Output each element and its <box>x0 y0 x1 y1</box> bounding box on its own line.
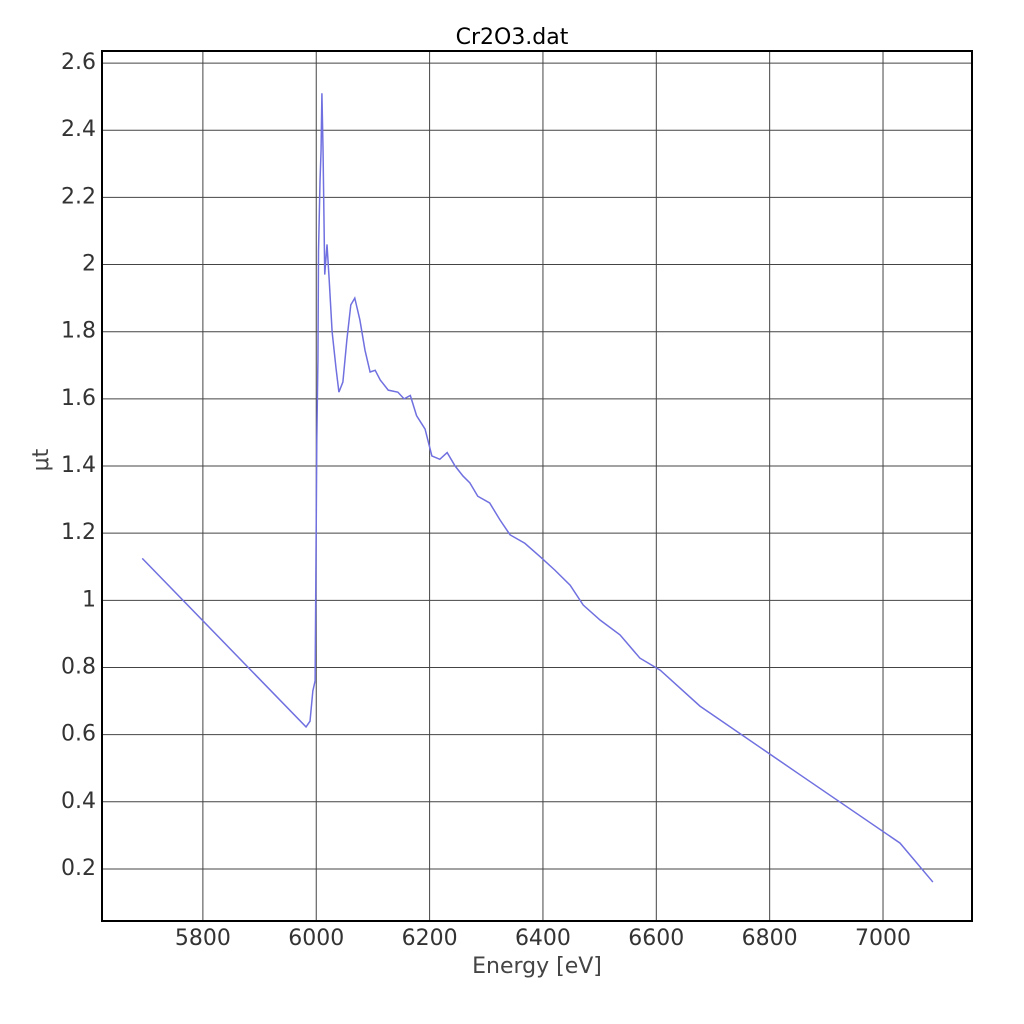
y-tick-label: 1.2 <box>61 520 96 545</box>
x-tick-label: 6200 <box>402 926 458 951</box>
x-tick-label: 6400 <box>515 926 571 951</box>
x-tick-label: 6000 <box>288 926 344 951</box>
x-tick-label: 6800 <box>742 926 798 951</box>
x-tick-label: 5800 <box>175 926 231 951</box>
y-axis-label: μt <box>29 448 54 471</box>
y-tick-label: 2 <box>82 252 96 277</box>
y-tick-label: 0.6 <box>61 722 96 747</box>
y-tick-label: 0.2 <box>61 856 96 881</box>
y-tick-label: 2.2 <box>61 184 96 209</box>
x-axis-label: Energy [eV] <box>472 954 602 979</box>
chart-title: Cr2O3.dat <box>456 25 569 50</box>
y-tick-label: 1 <box>82 587 96 612</box>
y-tick-label: 0.4 <box>61 789 96 814</box>
plot-frame <box>101 50 973 922</box>
y-tick-label: 1.6 <box>61 386 96 411</box>
data-line <box>141 93 934 883</box>
y-tick-label: 0.8 <box>61 654 96 679</box>
y-tick-label: 2.4 <box>61 117 96 142</box>
x-tick-label: 6600 <box>628 926 684 951</box>
y-tick-label: 2.6 <box>61 50 96 75</box>
y-tick-label: 1.4 <box>61 453 96 478</box>
x-tick-label: 7000 <box>855 926 911 951</box>
y-tick-label: 1.8 <box>61 319 96 344</box>
